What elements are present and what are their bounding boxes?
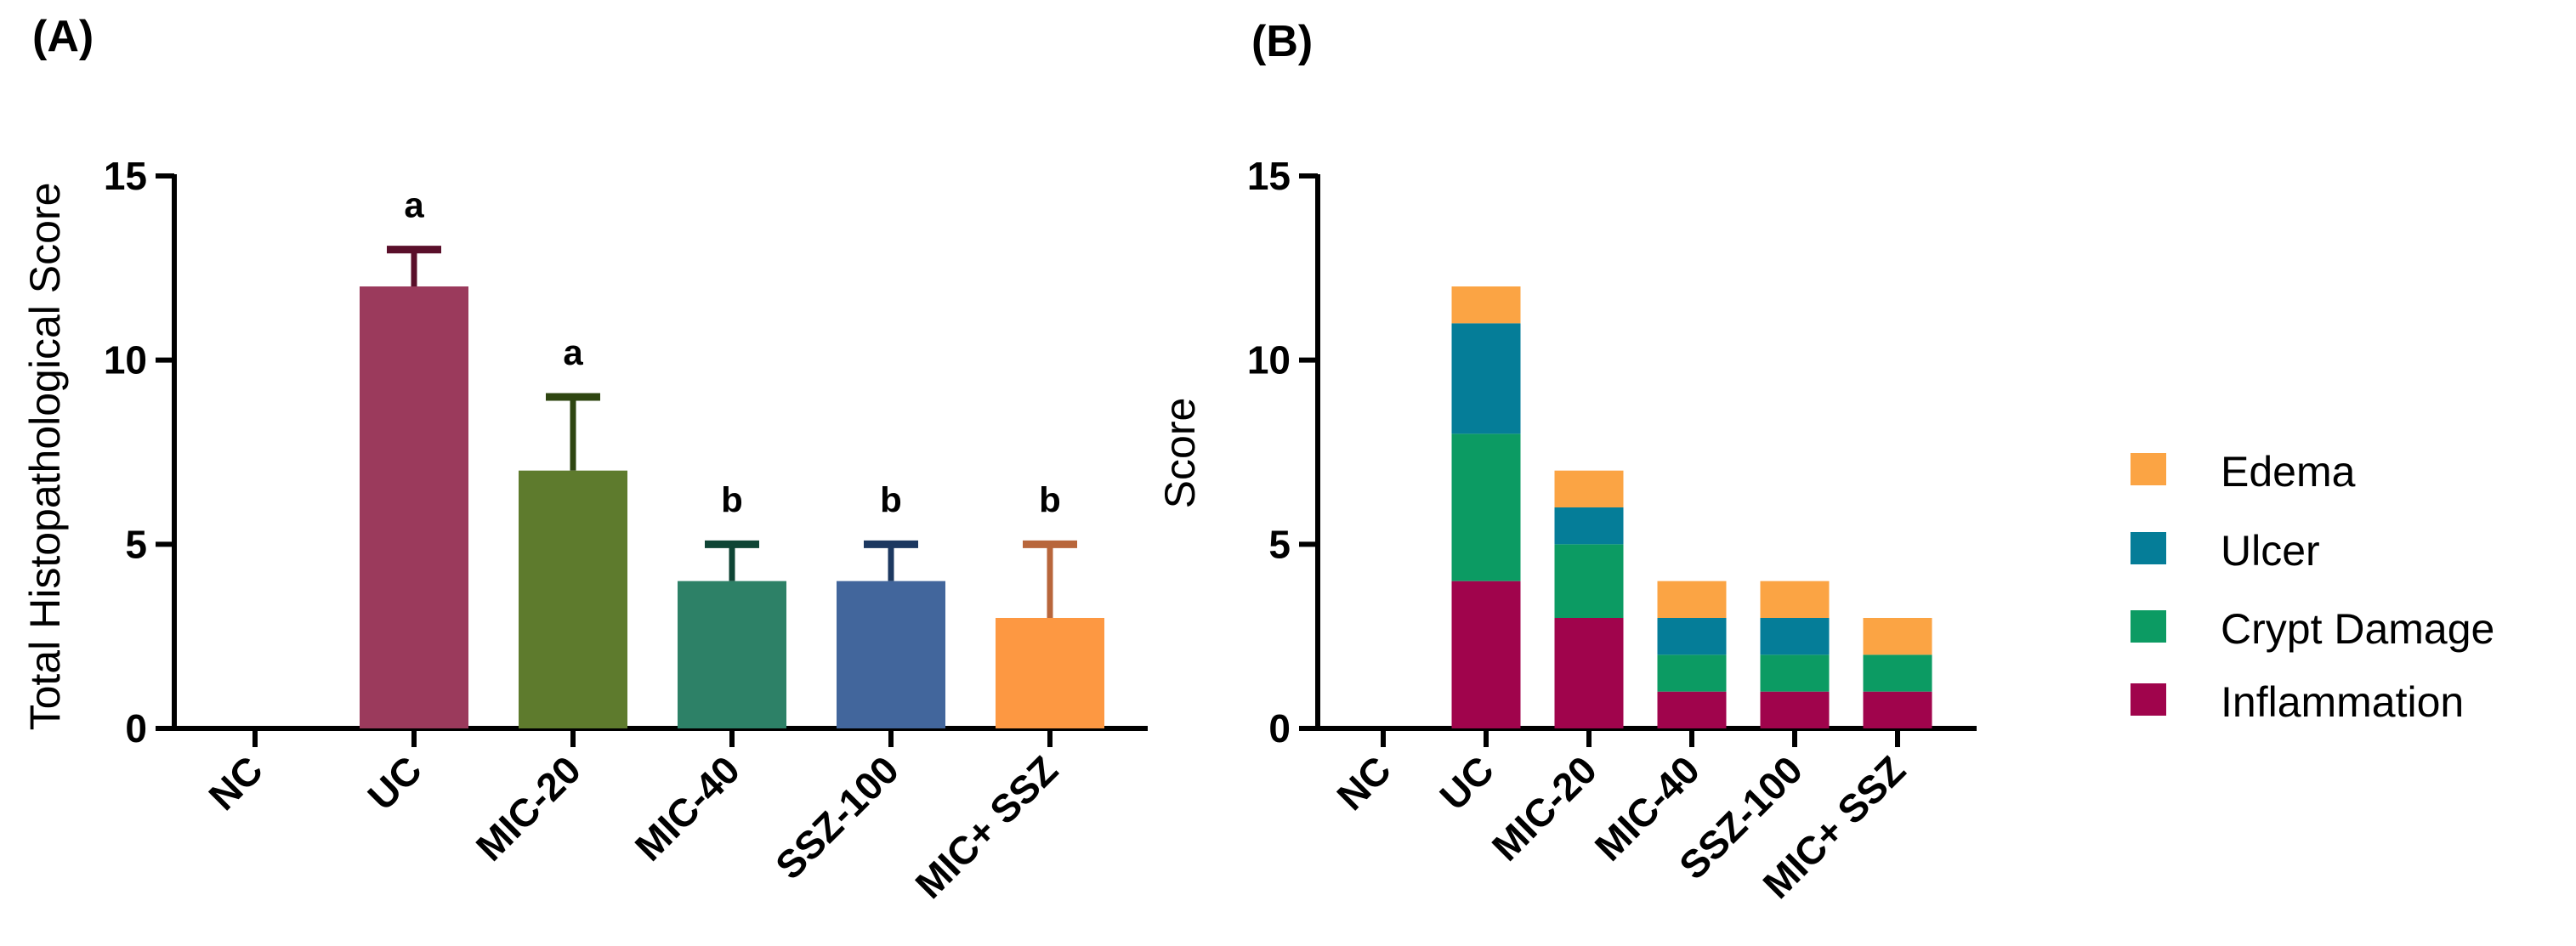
panel-a-label: (A): [32, 12, 94, 61]
category-label: UC: [359, 747, 430, 819]
category-label: SSZ-100: [767, 747, 907, 887]
legend-swatch: [2131, 453, 2166, 485]
y-tick-label: 10: [1247, 338, 1291, 382]
panel-a-significance-labels: a a b b b: [404, 185, 1061, 520]
stacked-bar-segment-ulcer: [1554, 507, 1624, 545]
panel-a-bars: [360, 286, 1104, 728]
panel-a-error-bars: [387, 246, 1077, 618]
category-label: MIC-40: [627, 747, 748, 869]
category-label: UC: [1431, 747, 1502, 819]
stacked-bar-segment-ulcer: [1760, 618, 1830, 655]
panel-a-category-labels: NC UC MIC-20 MIC-40 SSZ-100 MIC+ SSZ: [200, 728, 1066, 907]
stacked-bar-segment-edema: [1554, 470, 1624, 507]
significance-label: b: [721, 479, 743, 519]
stacked-bar-segment-ulcer: [1451, 323, 1521, 434]
y-tick-label: 10: [104, 338, 147, 382]
panel-b-label: (B): [1251, 17, 1313, 66]
y-tick-label: 15: [104, 154, 147, 198]
legend-swatch: [2131, 532, 2166, 564]
legend-swatch: [2131, 610, 2166, 643]
stacked-bar-segment-inflammation: [1657, 691, 1727, 728]
panel-b-y-axis-label: Score: [1156, 398, 1204, 509]
legend-label: Edema: [2221, 448, 2356, 496]
bar: [837, 581, 945, 728]
bar: [678, 581, 786, 728]
stacked-bar-segment-crypt-damage: [1657, 654, 1727, 692]
category-label: NC: [1328, 747, 1399, 819]
category-label: NC: [200, 747, 271, 819]
stacked-bar-segment-edema: [1451, 286, 1521, 324]
significance-label: b: [880, 479, 902, 519]
stacked-bar-segment-crypt-damage: [1760, 654, 1830, 692]
stacked-bar-segment-crypt-damage: [1863, 654, 1932, 692]
stacked-bar-segment-edema: [1760, 581, 1830, 618]
stacked-bar-segment-inflammation: [1760, 691, 1830, 728]
stacked-bar-segment-crypt-damage: [1554, 544, 1624, 618]
legend-label: Inflammation: [2221, 678, 2464, 726]
stacked-bar-segment-inflammation: [1554, 618, 1624, 728]
legend-label: Ulcer: [2221, 527, 2320, 575]
panel-b-y-tick-labels: 0 5 10 15: [1247, 154, 1291, 751]
y-tick-label: 15: [1247, 154, 1291, 198]
y-tick-label: 5: [125, 522, 147, 566]
category-label: MIC-20: [1484, 747, 1605, 869]
stacked-bar-segment-edema: [1863, 618, 1932, 655]
bar: [519, 470, 627, 728]
panel-a: (A) Total Histopathological Score aab b b …: [21, 12, 1148, 907]
panel-b-legend: Edema Ulcer Crypt Damage Inflammation: [2131, 448, 2494, 726]
legend-swatch: [2131, 683, 2166, 716]
panel-a-axes: [156, 173, 1148, 731]
category-label: MIC+ SSZ: [906, 747, 1066, 907]
stacked-bar-segment-inflammation: [1451, 581, 1521, 728]
legend-label: Crypt Damage: [2221, 605, 2494, 653]
significance-label: b: [1039, 479, 1061, 519]
y-tick-label: 0: [125, 706, 147, 751]
bar: [360, 286, 468, 728]
panel-a-y-tick-labels: 0 5 10 15: [104, 154, 147, 751]
panel-a-y-axis-label: Total Histopathological Score: [21, 183, 69, 731]
bar: [996, 618, 1104, 728]
y-tick-label: 0: [1268, 706, 1291, 751]
panel-b-stacked-bars: [1451, 286, 1932, 728]
stacked-bar-segment-inflammation: [1863, 691, 1932, 728]
stacked-bar-segment-ulcer: [1657, 618, 1727, 655]
stacked-bar-segment-crypt-damage: [1451, 433, 1521, 581]
significance-label: a: [404, 185, 424, 225]
category-label: MIC-20: [468, 747, 589, 869]
stacked-bar-segment-edema: [1657, 581, 1727, 618]
y-tick-label: 5: [1268, 522, 1291, 566]
significance-label: a: [563, 332, 583, 372]
